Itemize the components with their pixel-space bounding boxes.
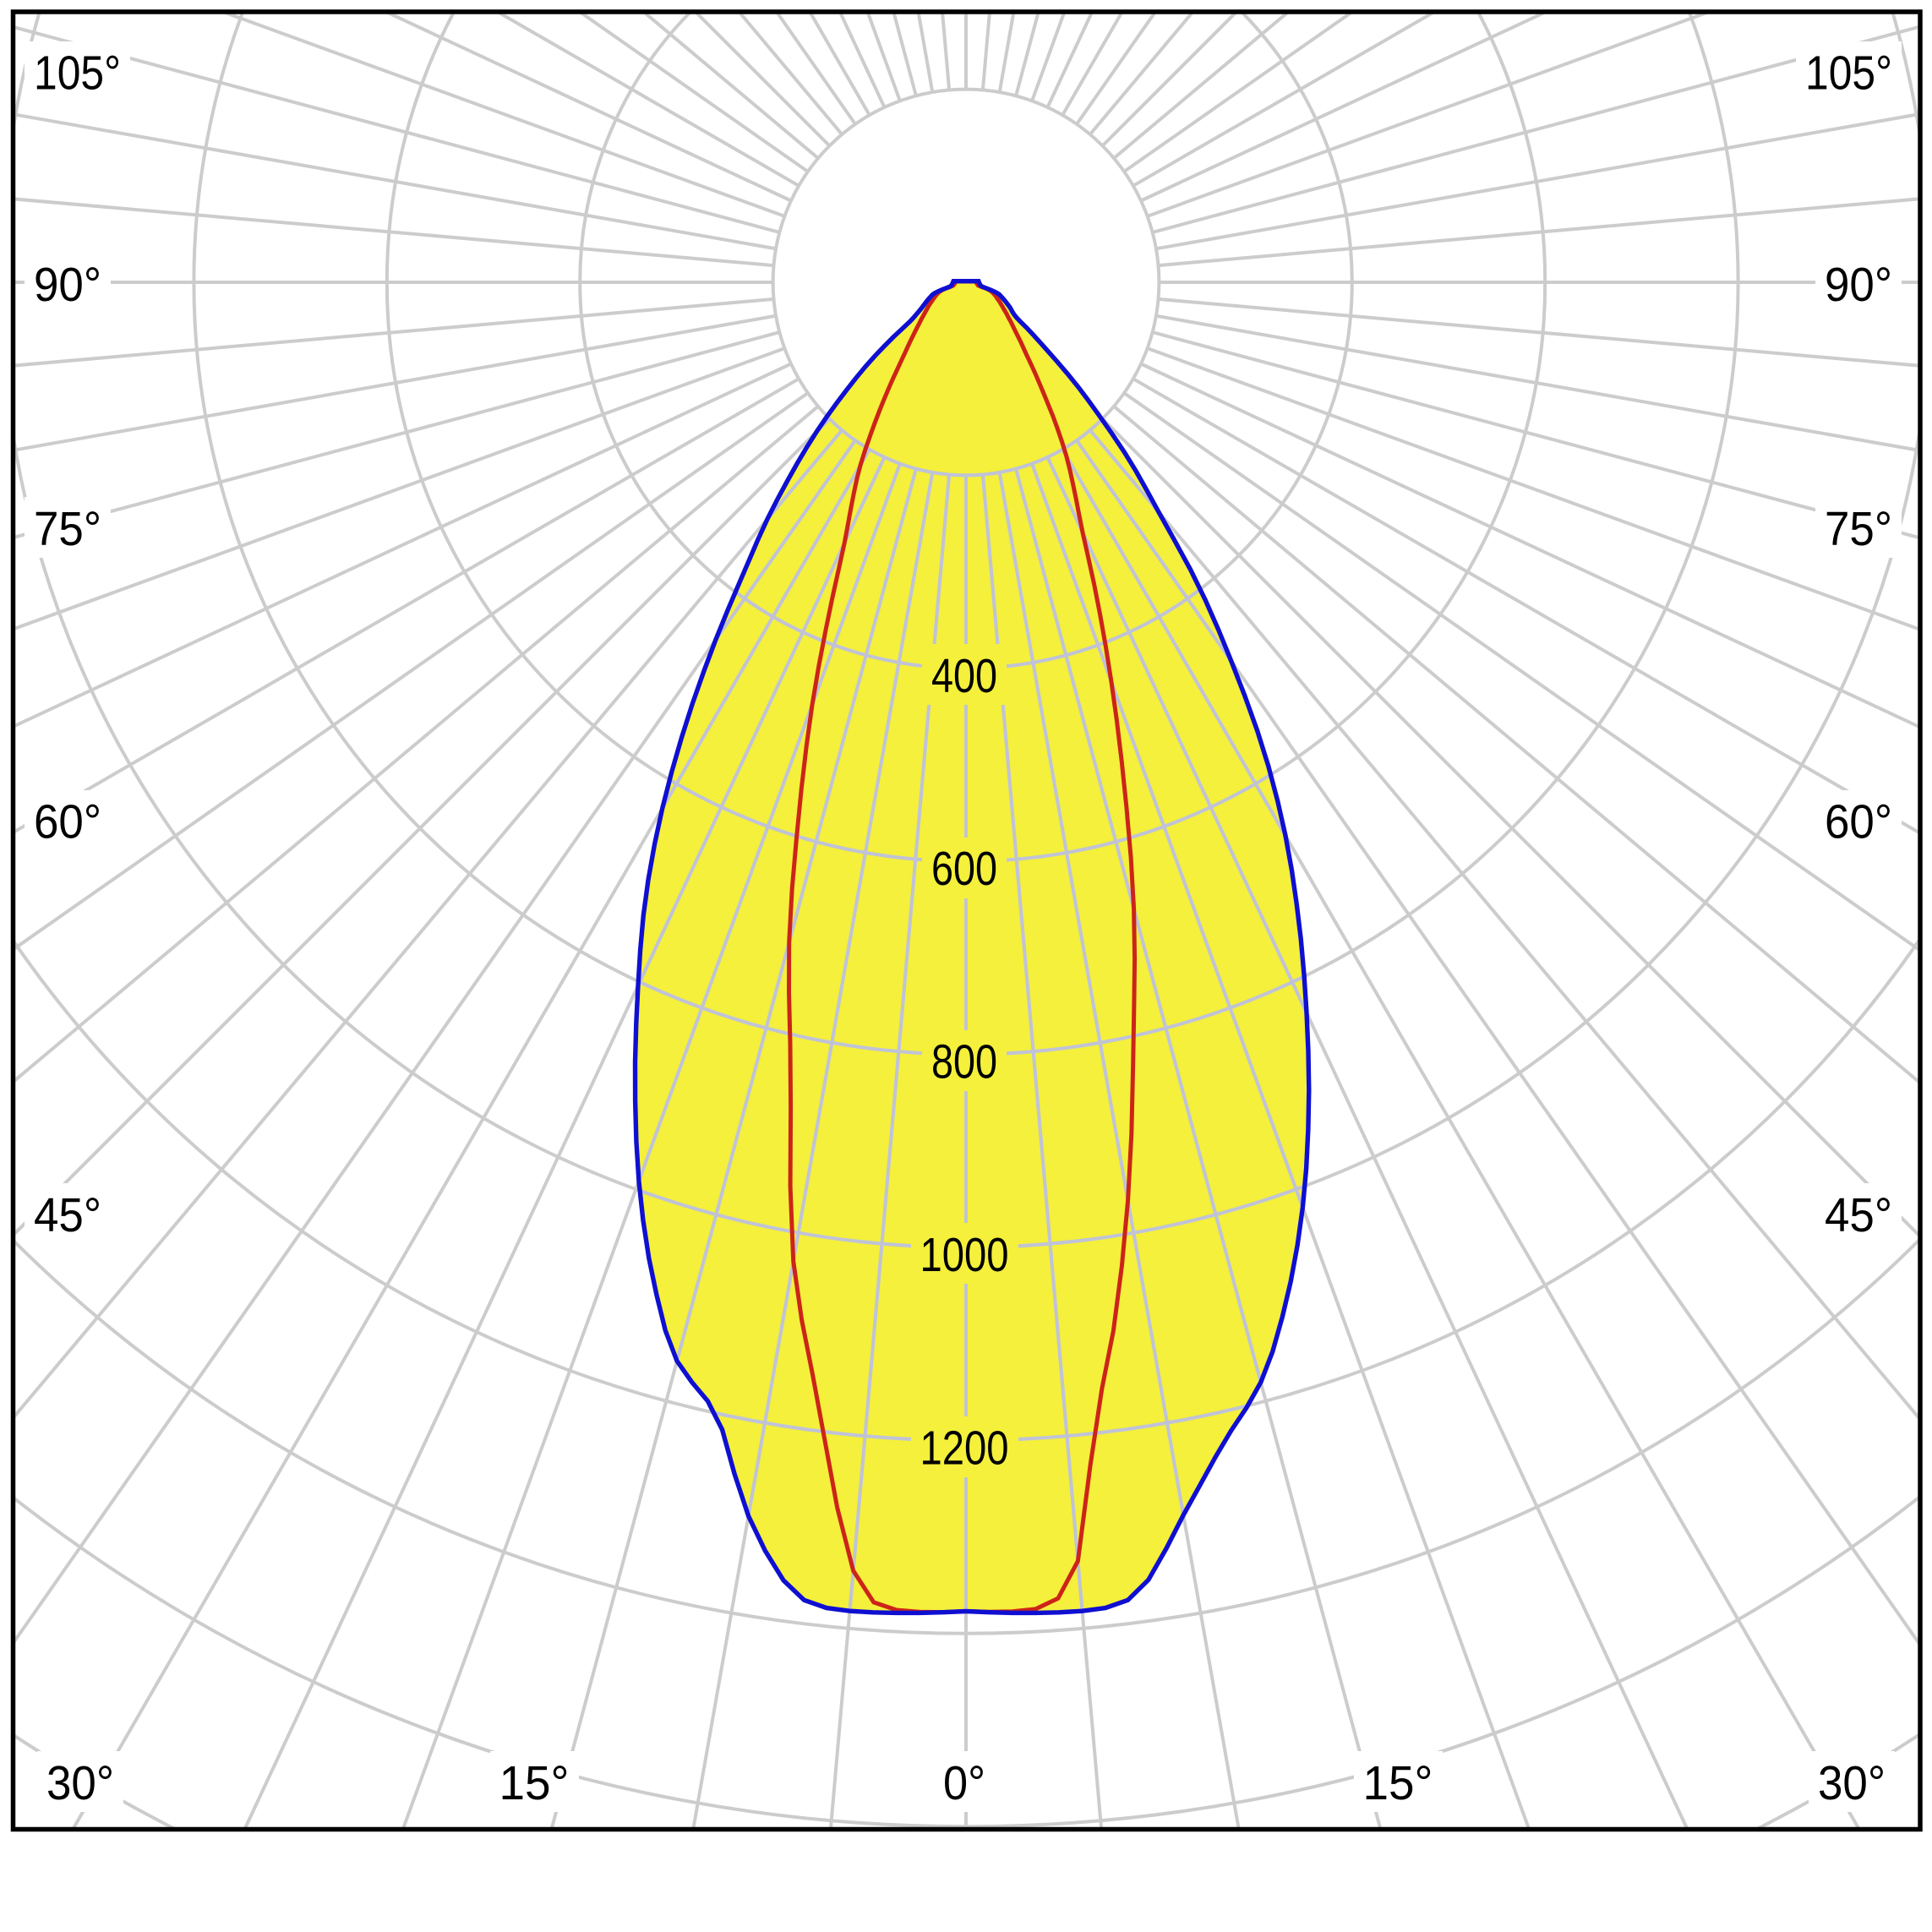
svg-text:60°: 60° <box>34 795 101 849</box>
svg-text:0°: 0° <box>943 1756 985 1810</box>
svg-text:600: 600 <box>931 842 997 896</box>
svg-text:400: 400 <box>931 649 997 703</box>
svg-text:45°: 45° <box>34 1188 101 1242</box>
svg-text:30°: 30° <box>1818 1756 1886 1810</box>
svg-text:90°: 90° <box>34 258 101 312</box>
svg-text:45°: 45° <box>1825 1188 1892 1242</box>
svg-text:15°: 15° <box>499 1756 570 1810</box>
svg-text:75°: 75° <box>34 502 101 556</box>
svg-text:90°: 90° <box>1825 258 1892 312</box>
svg-text:60°: 60° <box>1825 795 1892 849</box>
svg-text:1200: 1200 <box>920 1421 1009 1475</box>
svg-text:75°: 75° <box>1825 502 1892 556</box>
svg-text:105°: 105° <box>1805 46 1892 101</box>
svg-text:15°: 15° <box>1363 1756 1433 1810</box>
svg-text:30°: 30° <box>46 1756 114 1810</box>
svg-text:800: 800 <box>931 1035 997 1089</box>
svg-text:1000: 1000 <box>920 1228 1009 1282</box>
svg-text:105°: 105° <box>34 46 121 101</box>
